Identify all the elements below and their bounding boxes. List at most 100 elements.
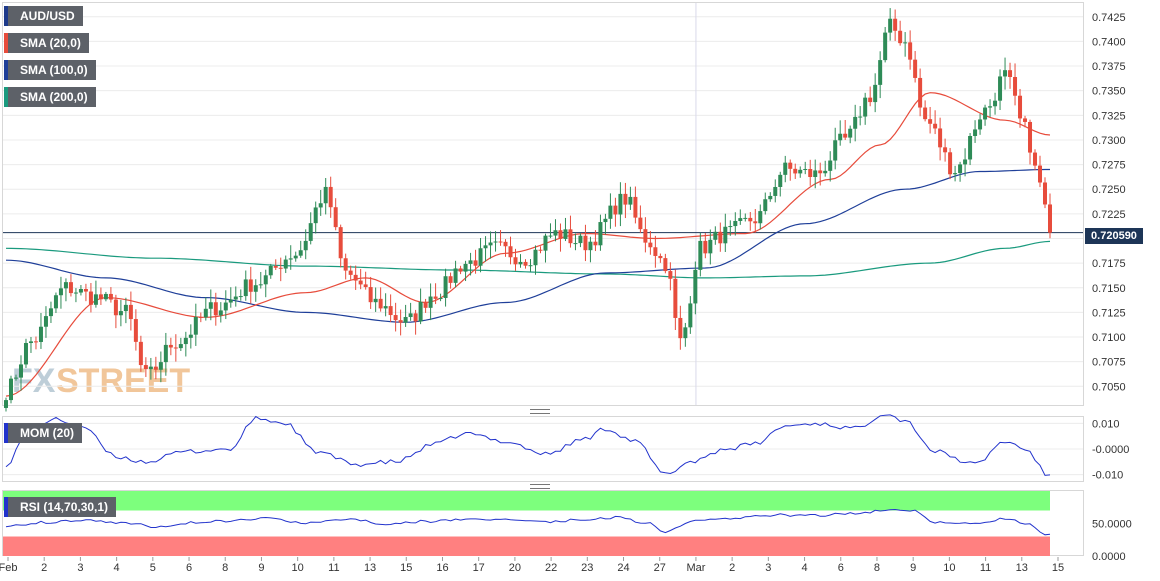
candle-body — [968, 135, 973, 160]
candle-body — [103, 293, 108, 300]
date-tick-label: 24 — [617, 562, 629, 574]
candle-body — [108, 293, 113, 300]
sma200-line — [5, 240, 1051, 279]
price-tick-label: 0.7425 — [1092, 12, 1126, 24]
candle-body — [168, 344, 173, 348]
candle-body — [113, 299, 118, 316]
price-tick-label: 0.7100 — [1092, 332, 1126, 344]
date-tick-label: 9 — [910, 562, 916, 574]
candle-body — [918, 77, 923, 108]
date-tick-label: 3 — [77, 562, 83, 574]
candle-body — [373, 298, 378, 303]
candle-body — [403, 317, 408, 323]
candle-body — [518, 261, 523, 265]
candle-body — [48, 308, 53, 317]
candle-body — [413, 313, 418, 322]
candle-body — [593, 241, 598, 246]
candle-body — [453, 268, 458, 283]
candle-body — [598, 222, 603, 246]
candle-body — [53, 295, 58, 309]
candle-body — [843, 133, 848, 138]
candle-body — [988, 106, 993, 108]
legend-sma200[interactable]: SMA (200,0) — [4, 87, 96, 107]
candle-body — [313, 207, 318, 224]
candle-body — [68, 282, 73, 294]
candle-body — [178, 344, 183, 349]
mom-tick-label: 0.010 — [1092, 418, 1120, 430]
legend-rsi[interactable]: RSI (14,70,30,1) — [4, 497, 117, 517]
mom-layer — [3, 414, 1083, 476]
legend-sma100[interactable]: SMA (100,0) — [4, 60, 96, 80]
candle-body — [88, 291, 93, 305]
rsi-oversold-zone — [3, 536, 1050, 556]
panel-resize-handle-2[interactable] — [530, 484, 550, 489]
candle-body — [533, 249, 538, 266]
candle-body — [848, 128, 853, 138]
candle-body — [208, 302, 213, 309]
date-tick-label: 8 — [874, 562, 880, 574]
candle-body — [43, 316, 48, 327]
price-tick-label: 0.7225 — [1092, 209, 1126, 221]
candle-body — [173, 347, 178, 349]
legend-sma20[interactable]: SMA (20,0) — [4, 33, 89, 53]
candle-body — [878, 60, 883, 85]
momentum-panel[interactable] — [2, 416, 1084, 482]
panel-resize-handle-1[interactable] — [530, 409, 550, 414]
candle-body — [528, 265, 533, 267]
candle-body — [663, 258, 668, 272]
watermark-fx: FX — [12, 362, 56, 400]
candle-body — [608, 205, 613, 219]
candle-body — [228, 299, 233, 303]
candle-body — [738, 218, 743, 221]
candle-body — [298, 250, 303, 256]
date-tick-label: 8 — [222, 562, 228, 574]
mom-tick-label: -0.010 — [1092, 470, 1123, 482]
date-tick-label: 20 — [509, 562, 521, 574]
date-tick-label: 2 — [729, 562, 735, 574]
candle-body — [1038, 165, 1043, 183]
price-tick-label: 0.7375 — [1092, 61, 1126, 73]
candle-body — [858, 116, 863, 118]
candle-body — [378, 298, 383, 309]
candle-body — [333, 207, 338, 228]
legend-aud-usd[interactable]: AUD/USD — [4, 6, 83, 26]
candle-body — [303, 240, 308, 251]
sma200-layer — [5, 240, 1051, 279]
date-tick-label: 6 — [838, 562, 844, 574]
candle-body — [538, 249, 543, 251]
candle-body — [733, 220, 738, 227]
candle-body — [343, 258, 348, 271]
legend-mom[interactable]: MOM (20) — [4, 423, 82, 443]
candle-body — [328, 186, 333, 208]
main-price-panel[interactable] — [2, 2, 1084, 406]
candle-body — [748, 217, 753, 222]
sma20-layer — [5, 92, 1051, 397]
candle-body — [863, 97, 868, 117]
candle-body — [473, 260, 478, 266]
candle-body — [763, 199, 768, 212]
price-tick-label: 0.7250 — [1092, 184, 1126, 196]
date-tick-label: 6 — [186, 562, 192, 574]
candle-body — [948, 152, 953, 175]
candle-body — [418, 301, 423, 322]
candle-body — [443, 276, 448, 298]
candle-body — [788, 162, 793, 169]
fxstreet-watermark: FX STREET — [12, 362, 190, 400]
candle-body — [263, 275, 268, 285]
candle-body — [718, 231, 723, 244]
candle-body — [253, 285, 258, 292]
axis-labels: 0.7425 0.7400 0.7375 0.7350 0.7325 0.7300 0.72… — [0, 12, 1132, 574]
candle-body — [488, 242, 493, 246]
price-tick-label: 0.7300 — [1092, 135, 1126, 147]
date-tick-label: 27 — [654, 562, 666, 574]
candle-body — [818, 170, 823, 174]
candle-body — [273, 265, 278, 268]
candle-body — [143, 365, 148, 370]
candle-body — [713, 231, 718, 240]
candle-body — [758, 211, 763, 224]
candle-body — [203, 308, 208, 318]
rsi-tick-label: 50.0000 — [1092, 519, 1132, 531]
date-tick-label: 22 — [545, 562, 557, 574]
sma20-line — [5, 92, 1051, 397]
